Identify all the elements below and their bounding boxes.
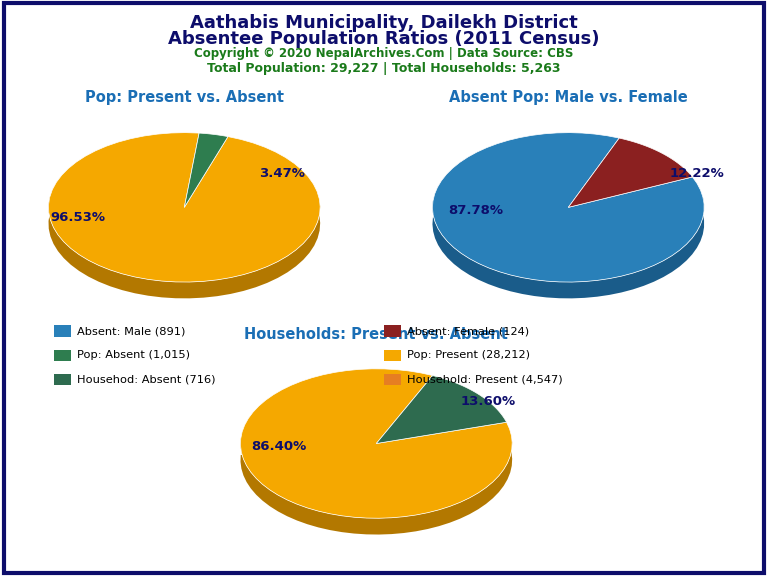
Text: Aathabis Municipality, Dailekh District: Aathabis Municipality, Dailekh District [190, 14, 578, 32]
Text: 86.40%: 86.40% [251, 440, 306, 453]
Text: Copyright © 2020 NepalArchives.Com | Data Source: CBS: Copyright © 2020 NepalArchives.Com | Dat… [194, 47, 574, 60]
Text: 13.60%: 13.60% [460, 396, 515, 408]
Text: 3.47%: 3.47% [260, 168, 305, 180]
Text: Total Population: 29,227 | Total Households: 5,263: Total Population: 29,227 | Total Househo… [207, 62, 561, 75]
Text: Absentee Population Ratios (2011 Census): Absentee Population Ratios (2011 Census) [168, 30, 600, 48]
Polygon shape [432, 197, 704, 298]
Title: Absent Pop: Male vs. Female: Absent Pop: Male vs. Female [449, 90, 687, 105]
Polygon shape [376, 376, 507, 444]
Polygon shape [432, 132, 704, 282]
Polygon shape [568, 138, 693, 207]
Text: Household: Present (4,547): Household: Present (4,547) [407, 374, 563, 385]
Title: Households: Present vs. Absent: Households: Present vs. Absent [244, 327, 508, 342]
Text: Pop: Present (28,212): Pop: Present (28,212) [407, 350, 530, 361]
Polygon shape [184, 133, 228, 207]
Polygon shape [48, 132, 320, 282]
Text: 87.78%: 87.78% [449, 204, 503, 217]
Text: Absent: Female (124): Absent: Female (124) [407, 326, 529, 336]
Polygon shape [240, 369, 512, 518]
Text: Pop: Absent (1,015): Pop: Absent (1,015) [77, 350, 190, 361]
Title: Pop: Present vs. Absent: Pop: Present vs. Absent [84, 90, 284, 105]
Text: 12.22%: 12.22% [670, 168, 725, 180]
Text: 96.53%: 96.53% [51, 211, 106, 224]
Text: Househod: Absent (716): Househod: Absent (716) [77, 374, 215, 385]
Polygon shape [240, 435, 512, 535]
Polygon shape [48, 197, 320, 298]
Text: Absent: Male (891): Absent: Male (891) [77, 326, 185, 336]
